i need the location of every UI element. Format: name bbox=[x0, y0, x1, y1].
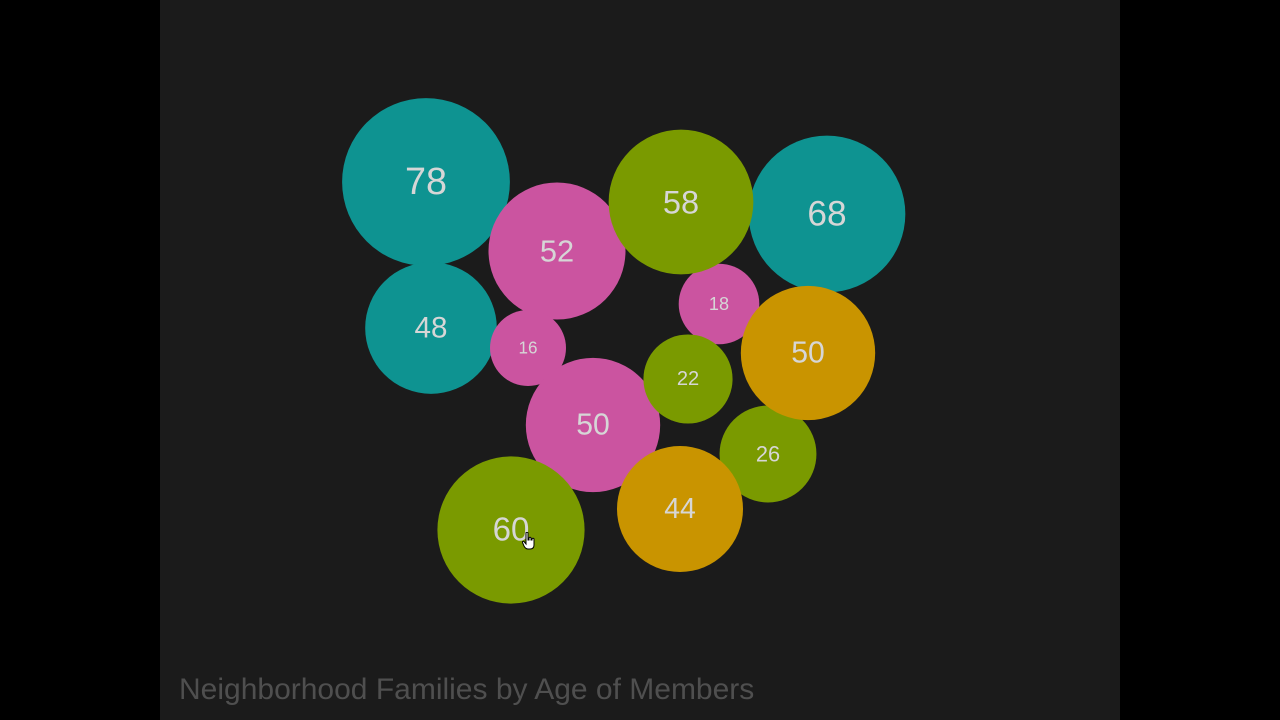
bubble-26[interactable] bbox=[719, 405, 817, 503]
bubble-48[interactable] bbox=[365, 262, 497, 394]
bubble-68[interactable] bbox=[748, 135, 906, 293]
bubble-78[interactable] bbox=[342, 98, 510, 266]
bubble-22[interactable] bbox=[643, 334, 733, 424]
bubble-label: 26 bbox=[756, 442, 780, 467]
chart-canvas: 78 68 48 52 16 50 18 58 22 60 26 50 44 Neighborhood … bbox=[160, 0, 1120, 720]
bubble-label: 44 bbox=[664, 493, 696, 525]
bubble-52[interactable] bbox=[488, 182, 626, 320]
bubble-label: 22 bbox=[677, 368, 699, 390]
bubble-label: 16 bbox=[518, 339, 537, 358]
bubble-label: 18 bbox=[709, 294, 729, 314]
chart-title: Neighborhood Families by Age of Members bbox=[179, 673, 755, 706]
bubble-label: 68 bbox=[807, 195, 846, 234]
bubble-18[interactable] bbox=[678, 263, 760, 345]
bubble-50[interactable] bbox=[525, 357, 661, 493]
bubble-58[interactable] bbox=[608, 129, 754, 275]
bubble-44[interactable] bbox=[616, 445, 744, 573]
bubble-label: 50 bbox=[791, 337, 825, 370]
bubble-label: 58 bbox=[663, 184, 699, 221]
bubble-16[interactable] bbox=[490, 310, 566, 386]
hand-cursor-icon bbox=[522, 532, 535, 550]
bubble-50[interactable] bbox=[740, 285, 876, 421]
bubble-60[interactable] bbox=[437, 456, 585, 604]
bubble-label: 52 bbox=[540, 234, 574, 269]
bubble-label: 78 bbox=[405, 161, 447, 203]
bubble-label: 48 bbox=[415, 312, 448, 345]
bubble-label: 50 bbox=[576, 409, 610, 442]
